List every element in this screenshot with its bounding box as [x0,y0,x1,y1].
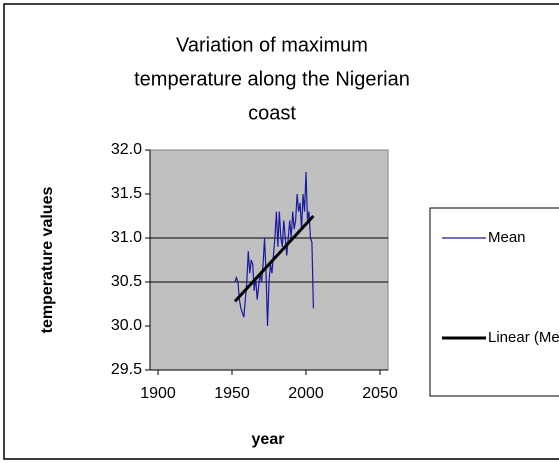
y-tick-label: 32.0 [111,141,142,158]
x-tick-label: 2000 [288,385,324,402]
y-tick-label: 31.0 [111,229,142,246]
x-axis-label: year [252,431,285,448]
title: Variation of maximum temperature along th… [134,34,410,124]
series-line [234,171,314,327]
legend-label: Mean [488,229,526,246]
chart-title: Variation of maximum [176,34,368,56]
x-tick-label: 1950 [214,385,250,402]
plot-area [149,149,389,371]
legend-label: Linear (Mean) [488,329,559,346]
chart-title: coast [248,102,296,124]
legend-box [429,207,559,397]
y-tick-label: 29.5 [111,361,142,378]
y-axis-label: temperature values [39,187,56,334]
series-line [233,214,315,303]
chart-title: temperature along the Nigerian [134,68,410,90]
y-tick-label: 30.5 [111,273,142,290]
x-tick-label: 2050 [362,385,398,402]
x-tick-label: 1900 [140,385,176,402]
y-tick-label: 30.0 [111,317,142,334]
y-tick-label: 31.5 [111,185,142,202]
